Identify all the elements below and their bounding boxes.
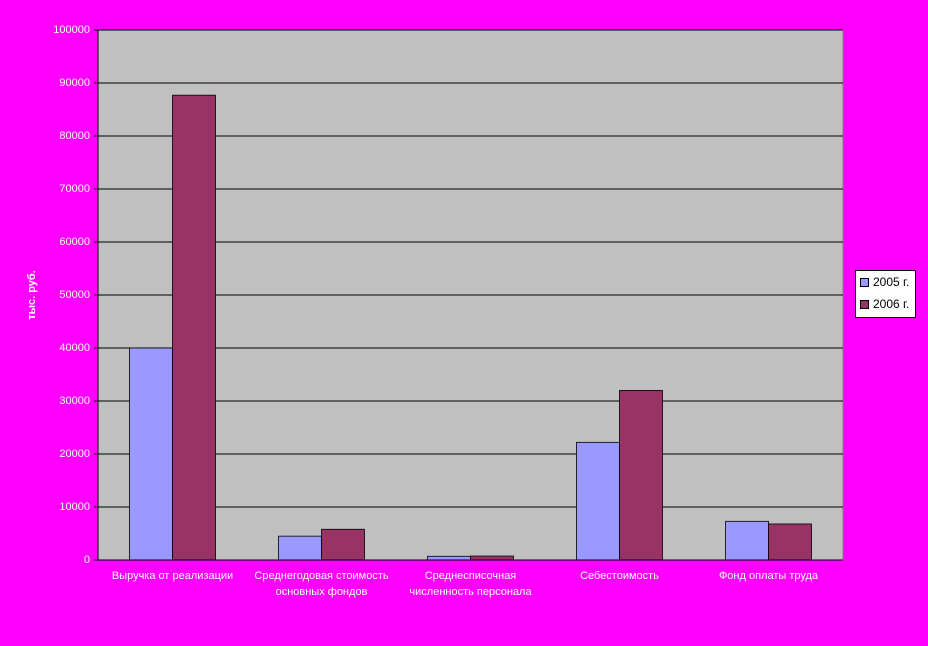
x-tick-label: Среднегодовая стоимость основных фондов — [254, 570, 389, 598]
y-tick-label: 80000 — [59, 130, 90, 142]
bar — [172, 94, 216, 561]
bar — [427, 555, 471, 561]
y-axis-title: тыс. руб. — [26, 270, 38, 320]
y-tick-label: 50000 — [59, 289, 90, 301]
y-tick-label: 100000 — [53, 24, 90, 36]
bar — [725, 520, 769, 561]
bar — [768, 523, 812, 561]
legend-item: 2005 г. — [856, 271, 915, 293]
y-tick-label: 40000 — [59, 342, 90, 354]
bar — [278, 535, 322, 561]
x-tick-label: Фонд оплаты труда — [718, 570, 819, 582]
legend-label: 2005 г. — [873, 275, 910, 289]
legend-swatch — [860, 277, 869, 287]
x-tick-label: Себестоимость — [580, 570, 659, 582]
y-tick-label: 20000 — [59, 448, 90, 460]
bar — [470, 555, 514, 561]
legend-label: 2006 г. — [873, 297, 910, 311]
bar — [619, 389, 663, 561]
y-tick-label: 30000 — [59, 395, 90, 407]
x-tick-label: Среднесписочная численность персонала — [409, 570, 532, 598]
x-tick-label: Выручка от реализации — [111, 570, 234, 582]
legend: 2005 г. 2006 г. — [855, 270, 916, 318]
bar — [321, 528, 365, 561]
y-tick-label: 0 — [84, 554, 90, 566]
y-tick-label: 10000 — [59, 501, 90, 513]
y-tick-label: 60000 — [59, 236, 90, 248]
y-tick-label: 70000 — [59, 183, 90, 195]
bar — [576, 441, 620, 561]
bar — [129, 347, 173, 561]
legend-swatch — [860, 299, 869, 309]
y-tick-label: 90000 — [59, 77, 90, 89]
legend-item: 2006 г. — [856, 293, 915, 315]
